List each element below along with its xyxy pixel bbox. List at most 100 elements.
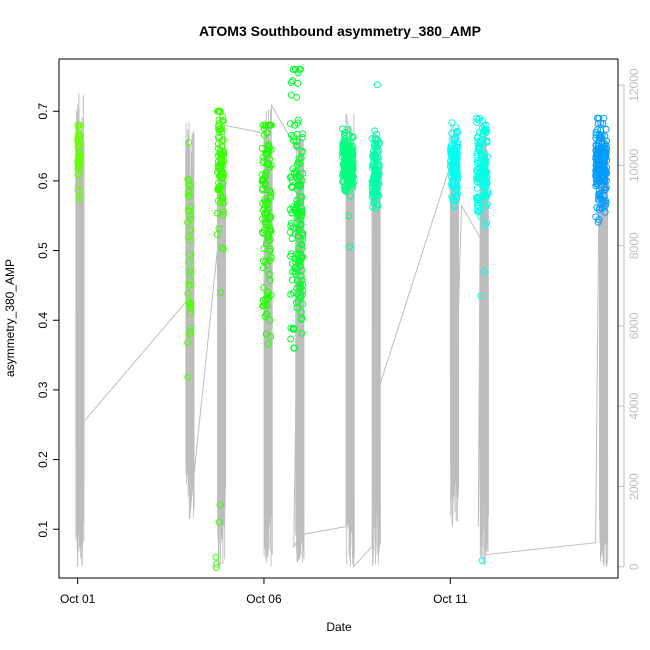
data-point xyxy=(342,187,350,195)
data-point xyxy=(473,184,481,192)
data-point xyxy=(213,231,221,238)
data-point xyxy=(259,185,267,193)
data-point xyxy=(595,134,603,142)
data-point xyxy=(212,553,220,561)
data-point xyxy=(594,120,602,127)
data-point xyxy=(186,258,193,265)
data-point xyxy=(186,226,194,234)
x-tick-label: Oct 01 xyxy=(60,592,96,606)
data-point xyxy=(219,180,227,188)
data-point xyxy=(298,329,306,337)
secondary-line-layer xyxy=(75,93,609,569)
data-point xyxy=(596,161,604,169)
data-point xyxy=(259,229,267,237)
data-point xyxy=(601,155,609,163)
data-point xyxy=(264,288,272,296)
data-point xyxy=(267,227,275,235)
data-point xyxy=(477,292,485,300)
data-point xyxy=(187,304,195,312)
data-point xyxy=(216,150,224,158)
data-point xyxy=(290,344,298,352)
data-point xyxy=(185,139,193,147)
data-point xyxy=(450,151,458,159)
data-point xyxy=(267,333,275,340)
data-point xyxy=(215,164,223,172)
data-point xyxy=(74,186,82,194)
data-point xyxy=(265,270,273,278)
data-point xyxy=(481,163,489,171)
data-point xyxy=(218,143,226,151)
data-point xyxy=(474,145,482,153)
data-point xyxy=(286,228,294,236)
data-point xyxy=(264,291,272,299)
data-point xyxy=(595,151,603,159)
data-point xyxy=(219,197,227,205)
data-point xyxy=(184,233,192,241)
data-point xyxy=(218,173,225,181)
data-point xyxy=(262,218,269,226)
data-point xyxy=(293,304,301,312)
data-point xyxy=(600,184,608,192)
data-point xyxy=(287,250,295,258)
data-point xyxy=(184,290,192,297)
data-point xyxy=(371,167,379,175)
data-point xyxy=(295,65,303,73)
data-point xyxy=(214,186,222,194)
data-point xyxy=(213,560,221,568)
data-point xyxy=(262,171,270,179)
data-point xyxy=(292,250,300,258)
data-point xyxy=(298,291,306,299)
data-point xyxy=(219,211,227,219)
data-point xyxy=(483,192,491,200)
data-point xyxy=(186,250,194,258)
data-point xyxy=(259,302,267,310)
data-point xyxy=(297,207,305,215)
data-point xyxy=(264,147,272,155)
data-point xyxy=(262,210,270,218)
data-point xyxy=(184,218,192,226)
data-point xyxy=(346,192,354,200)
data-point xyxy=(596,193,604,201)
data-point xyxy=(474,142,482,150)
data-point xyxy=(258,144,266,152)
data-point xyxy=(186,309,194,317)
data-point xyxy=(218,125,225,132)
data-point xyxy=(349,181,357,189)
data-point xyxy=(483,138,491,146)
data-point xyxy=(217,288,225,296)
data-point xyxy=(375,147,383,155)
y2-tick-label: 8000 xyxy=(627,232,641,259)
data-point xyxy=(454,128,462,136)
data-point xyxy=(478,557,486,565)
data-point xyxy=(220,149,227,157)
data-point xyxy=(295,256,303,264)
data-point xyxy=(289,324,297,332)
data-point xyxy=(371,180,379,188)
data-point xyxy=(76,153,84,161)
data-point xyxy=(484,153,491,161)
data-point xyxy=(478,151,485,159)
data-point xyxy=(348,149,356,157)
data-point xyxy=(597,126,605,134)
data-point xyxy=(74,165,82,173)
data-point xyxy=(594,147,602,155)
data-point xyxy=(259,257,267,265)
data-point xyxy=(75,137,83,145)
data-point xyxy=(453,160,461,168)
data-point xyxy=(75,162,82,170)
data-point xyxy=(454,141,461,149)
data-point xyxy=(454,183,461,191)
data-point xyxy=(264,160,272,168)
y-tick-label: 0.2 xyxy=(36,451,50,468)
data-point xyxy=(339,142,347,150)
data-point xyxy=(349,162,357,169)
data-point xyxy=(341,157,349,165)
data-point xyxy=(372,156,380,164)
data-point xyxy=(289,77,297,85)
data-point xyxy=(370,197,378,205)
data-point xyxy=(299,300,307,308)
data-point xyxy=(267,194,275,202)
data-point xyxy=(598,171,606,179)
data-point xyxy=(600,192,608,200)
data-point xyxy=(453,169,461,177)
